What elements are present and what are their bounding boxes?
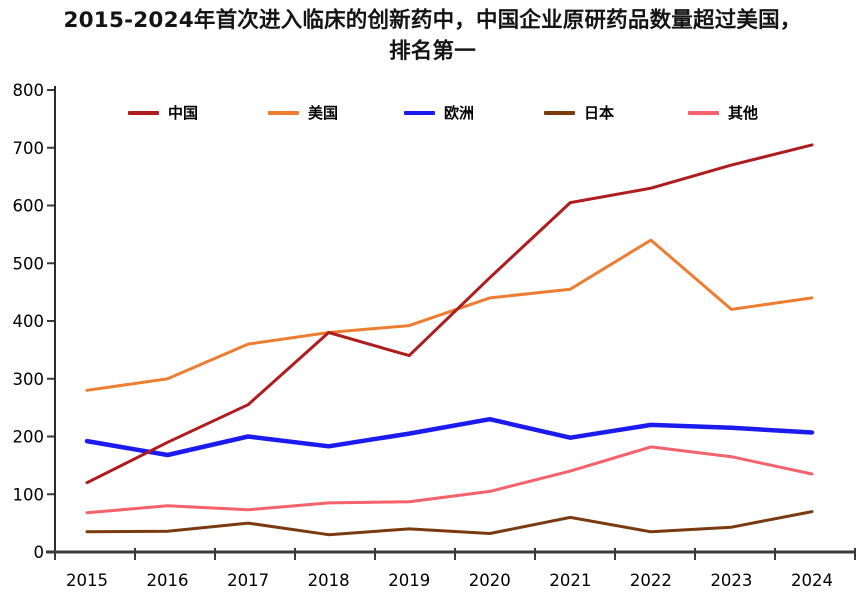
y-axis-tick-label: 400 — [13, 312, 45, 331]
y-axis-tick-label: 700 — [13, 139, 45, 158]
y-axis-tick-label: 0 — [34, 543, 45, 562]
series-line-usa — [85, 238, 814, 392]
series-line-europe — [84, 416, 815, 458]
series-line-japan — [85, 510, 814, 537]
y-axis-tick-label: 200 — [13, 428, 45, 447]
x-axis-label: 2022 — [630, 571, 672, 590]
chart-title: 2015-2024年首次进入临床的创新药中，中国企业原研药品数量超过美国， 排名… — [0, 5, 865, 67]
legend-item-other: 其他 — [688, 104, 758, 122]
legend-swatch-europe — [404, 110, 435, 116]
y-axis-tick-label: 600 — [13, 197, 45, 216]
legend-swatch-other — [688, 111, 719, 115]
y-axis-tick-label: 500 — [13, 254, 45, 273]
series-line-other — [85, 445, 814, 515]
legend-swatch-japan — [544, 111, 575, 115]
legend-label-other: 其他 — [728, 103, 759, 122]
legend-swatch-china — [128, 111, 159, 115]
legend-label-europe: 欧洲 — [444, 103, 475, 122]
y-axis-tick-label: 800 — [13, 81, 45, 100]
legend-item-japan: 日本 — [544, 104, 614, 122]
chart-title-line-2: 排名第一 — [389, 39, 476, 64]
x-axis-label: 2015 — [66, 571, 108, 590]
legend-label-china: 中国 — [168, 103, 199, 122]
y-axis-tick-label: 300 — [13, 370, 45, 389]
legend-item-europe: 欧洲 — [404, 104, 474, 122]
legend-label-usa: 美国 — [308, 103, 339, 122]
legend-swatch-usa — [268, 111, 299, 115]
x-axis-label: 2017 — [227, 571, 269, 590]
legend-item-usa: 美国 — [268, 104, 338, 122]
x-axis-label: 2020 — [469, 571, 511, 590]
x-axis-label: 2016 — [147, 571, 189, 590]
legend-label-japan: 日本 — [584, 103, 615, 122]
x-axis-label: 2021 — [549, 571, 591, 590]
y-axis-tick-label: 100 — [13, 485, 45, 504]
legend-item-china: 中国 — [128, 104, 198, 122]
series-line-china — [85, 143, 814, 485]
x-axis-label: 2018 — [308, 571, 350, 590]
x-axis-label: 2019 — [388, 571, 430, 590]
chart-title-line-1: 2015-2024年首次进入临床的创新药中，中国企业原研药品数量超过美国， — [63, 8, 802, 33]
x-axis-label: 2023 — [710, 571, 752, 590]
x-axis-label: 2024 — [791, 571, 833, 590]
